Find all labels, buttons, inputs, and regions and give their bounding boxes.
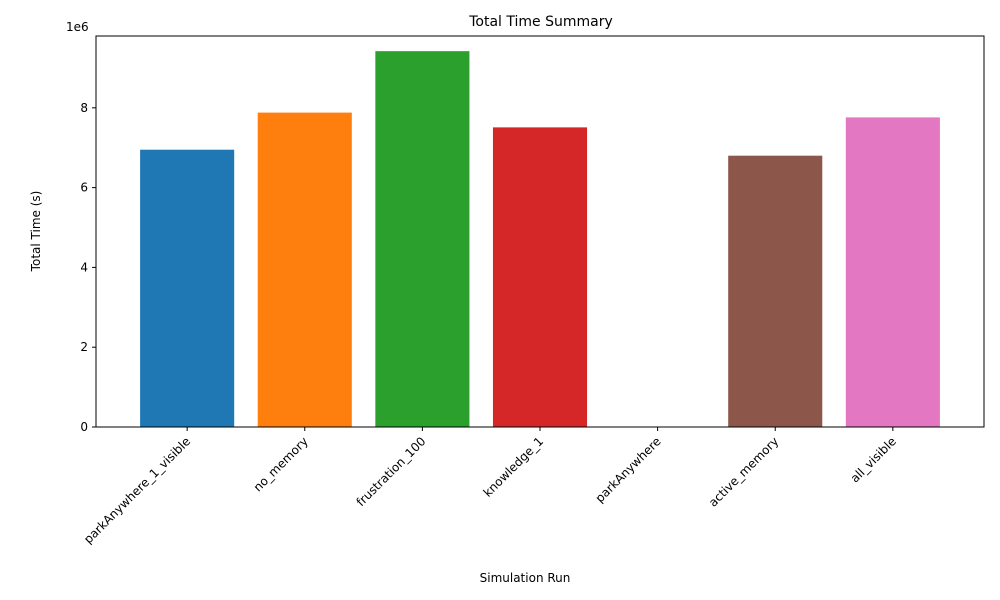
y-tick-label: 8 [80, 101, 88, 115]
y-axis-label: Total Time (s) [29, 191, 43, 273]
bar-active_memory [728, 155, 823, 427]
chart-title: Total Time Summary [468, 14, 613, 30]
bar-parkAnywhere_1_visible [140, 149, 235, 427]
x-axis-label: Simulation Run [480, 571, 571, 585]
bar-all_visible [845, 117, 940, 427]
y-axis-offset-label: 1e6 [66, 20, 89, 34]
y-tick-label: 4 [80, 260, 88, 274]
bar-frustration_100 [375, 51, 470, 427]
bar-no_memory [257, 112, 352, 427]
plot-frame [95, 35, 985, 428]
y-tick-label: 2 [80, 340, 88, 354]
y-tick-label: 6 [80, 181, 88, 195]
y-tick-label: 0 [80, 420, 88, 434]
bar-knowledge_1 [492, 127, 588, 428]
